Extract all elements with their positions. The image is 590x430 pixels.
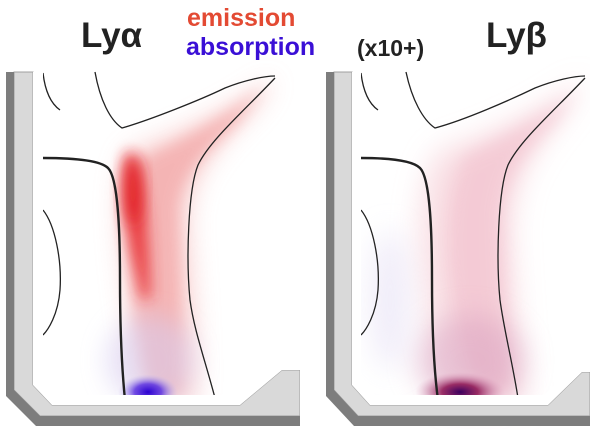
absorption-legend-label: absorption [186,33,316,61]
contour-lines [42,71,276,399]
separatrix-line [42,156,127,401]
left-panel [6,71,300,426]
emission-legend-label: emission [187,4,296,32]
separatrix-line [360,156,440,401]
right-panel [326,71,590,426]
lyman-alpha-label: Lyα [81,16,143,55]
scale-multiplier-label: (x10+) [357,35,425,61]
lyman-beta-label: Lyβ [486,16,547,55]
contour-lines [360,71,586,399]
emission-plume [370,78,585,405]
